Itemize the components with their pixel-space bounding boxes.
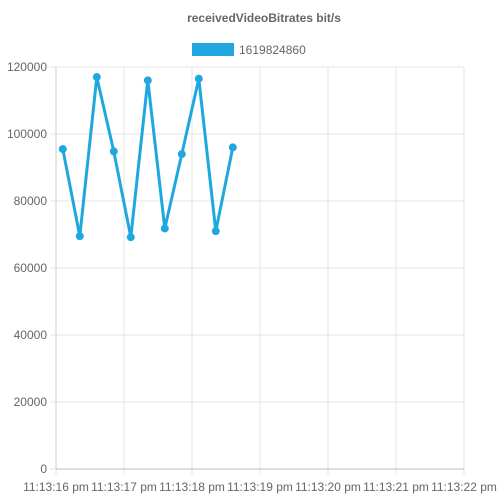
y-tick-label: 60000 <box>14 261 48 275</box>
y-tick-label: 40000 <box>14 328 48 342</box>
series-line <box>61 76 235 238</box>
data-point[interactable] <box>228 143 237 152</box>
x-tick-label: 11:13:19 pm <box>227 480 293 494</box>
x-tick-label: 11:13:20 pm <box>295 480 361 494</box>
data-point[interactable] <box>75 232 84 241</box>
data-point[interactable] <box>143 76 152 85</box>
y-tick-label: 80000 <box>14 194 48 208</box>
data-point[interactable] <box>126 233 135 242</box>
data-point[interactable] <box>194 74 203 83</box>
x-tick-label: 11:13:17 pm <box>91 480 157 494</box>
axes <box>55 67 464 470</box>
x-axis-ticks: 11:13:16 pm 11:13:17 pm 11:13:18 pm 11:13:1… <box>23 480 497 494</box>
y-tick-label: 0 <box>40 462 47 476</box>
x-tick-label: 11:13:16 pm <box>23 480 89 494</box>
data-point[interactable] <box>92 73 101 82</box>
x-tick-label: 11:13:18 pm <box>159 480 225 494</box>
x-tick-label: 11:13:21 pm <box>363 480 429 494</box>
data-point[interactable] <box>109 147 118 156</box>
y-tick-label: 100000 <box>7 127 47 141</box>
data-point[interactable] <box>58 145 67 154</box>
legend-swatch[interactable] <box>192 43 234 56</box>
data-point[interactable] <box>160 224 169 233</box>
y-tick-label: 20000 <box>14 395 48 409</box>
y-axis-ticks: 0 20000 40000 60000 80000 100000 120000 <box>7 60 47 476</box>
series-1619824860 <box>58 73 237 242</box>
data-point[interactable] <box>211 227 220 236</box>
x-tick-label: 11:13:22 pm <box>431 480 497 494</box>
chart-title: receivedVideoBitrates bit/s <box>187 11 341 25</box>
data-point[interactable] <box>177 150 186 159</box>
legend: 1619824860 <box>192 43 306 57</box>
y-tick-label: 120000 <box>7 60 47 74</box>
gridlines <box>50 66 465 475</box>
legend-label: 1619824860 <box>239 43 306 57</box>
